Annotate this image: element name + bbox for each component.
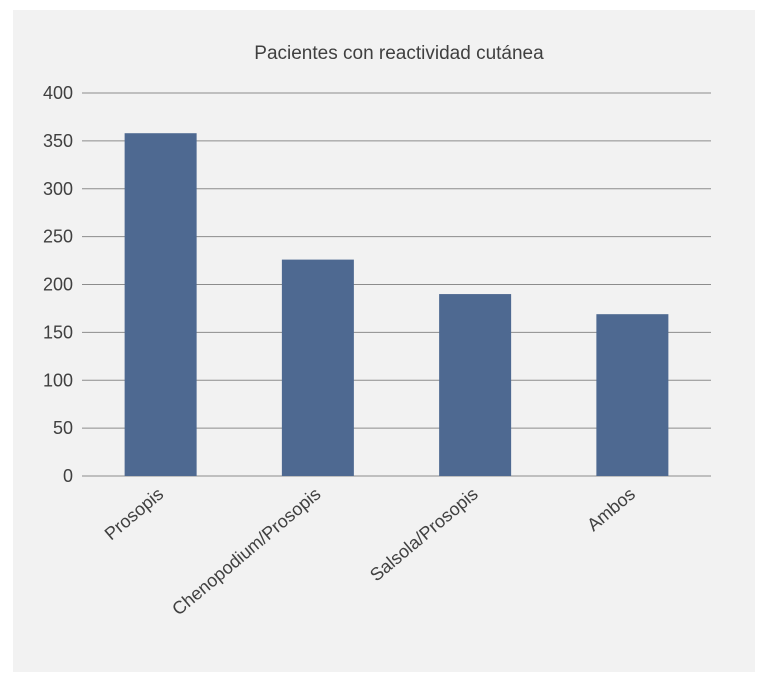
y-tick-label: 250 — [43, 227, 73, 247]
x-tick-label: Salsola/Prosopis — [366, 484, 482, 586]
y-axis-ticks: 0 50 100 150 200 250 300 350 400 — [43, 83, 73, 486]
chart-title: Pacientes con reactividad cutánea — [254, 43, 544, 64]
y-tick-label: 200 — [43, 275, 73, 295]
x-axis-ticks: Prosopis Chenopodium/Prosopis Salsola/Pros… — [101, 484, 639, 620]
bar-prosopis — [124, 133, 197, 476]
y-tick-label: 100 — [43, 370, 73, 390]
y-tick-label: 400 — [43, 83, 73, 103]
x-tick-label: Prosopis — [101, 484, 168, 544]
y-tick-label: 0 — [63, 466, 73, 486]
bar-ambos — [596, 314, 669, 476]
y-tick-label: 350 — [43, 131, 73, 151]
bar-salsola-prosopis — [439, 294, 512, 476]
bars — [124, 133, 669, 476]
y-tick-label: 150 — [43, 322, 73, 342]
x-tick-label: Chenopodium/Prosopis — [168, 484, 324, 620]
y-tick-label: 300 — [43, 179, 73, 199]
x-tick-label: Ambos — [583, 484, 639, 535]
bar-chenopodium-prosopis — [281, 259, 354, 476]
y-tick-label: 50 — [53, 418, 73, 438]
